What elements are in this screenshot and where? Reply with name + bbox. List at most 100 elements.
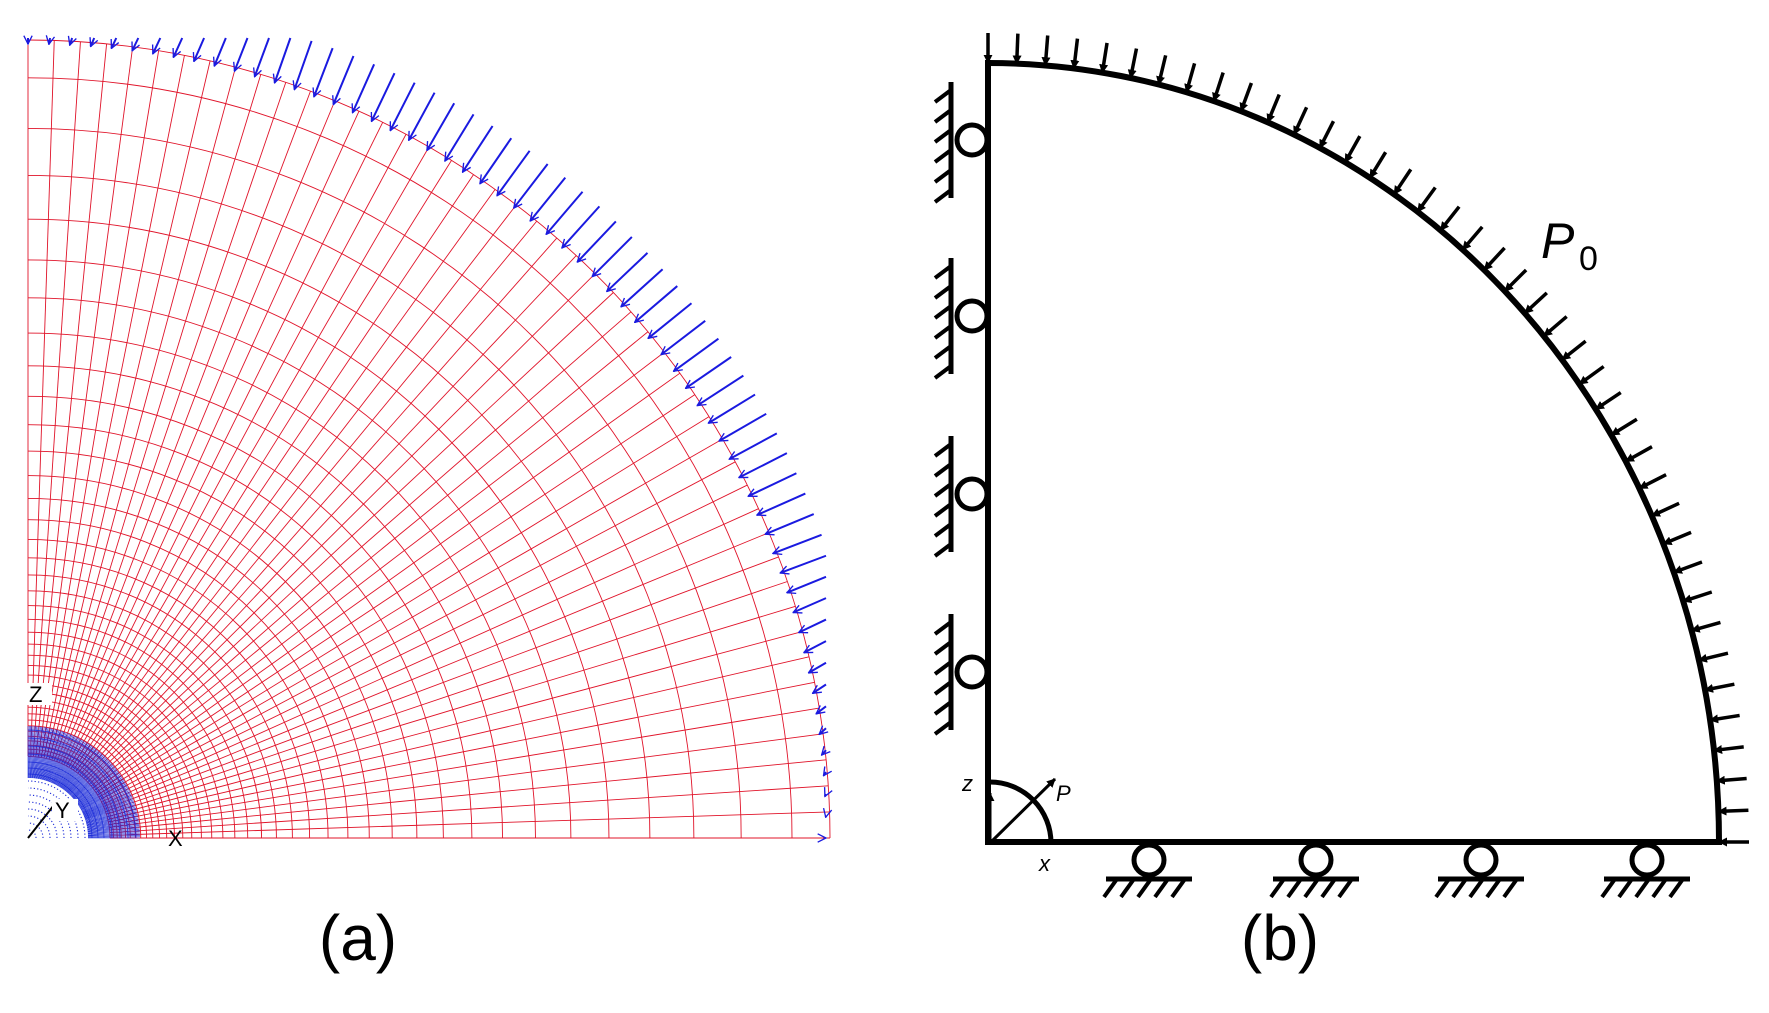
mesh-dense-line [67, 754, 103, 794]
roller-hatch [933, 148, 953, 164]
mesh-radial-line [40, 50, 160, 758]
pressure-subscript: 0 [1579, 240, 1598, 278]
roller-hatch [1634, 877, 1651, 899]
mesh-dense-line [76, 772, 120, 804]
mesh-dense-line [43, 729, 57, 781]
pressure-arrow [1697, 651, 1729, 663]
mesh-dense-line [87, 830, 140, 835]
load-arrow [275, 37, 292, 83]
mesh-arc-line [27, 557, 311, 839]
pressure-arrows [983, 33, 1749, 847]
mesh-dense-line [45, 731, 62, 781]
mesh-dense-line [48, 733, 68, 782]
mesh-radial-line [38, 46, 134, 757]
pressure-arrow [1292, 106, 1309, 136]
roller-hatch [933, 660, 953, 676]
mesh-dense-line [80, 782, 126, 809]
mesh-arc-line [27, 706, 160, 839]
pressure-arrow [1239, 82, 1254, 112]
load-arrow [444, 113, 475, 161]
pressure-arrow [1482, 246, 1506, 272]
mesh-dense-line [40, 728, 52, 780]
mesh-dense-line [80, 783, 127, 810]
load-arrow [708, 393, 756, 424]
load-arrow [648, 302, 693, 338]
x-axis-label: x [1038, 851, 1051, 876]
mesh-arc-line [27, 643, 224, 839]
mesh-radial-line [79, 220, 538, 775]
mesh-dense-line [39, 728, 51, 780]
mesh-radial-line [104, 556, 779, 810]
mesh-dense-line [55, 738, 81, 785]
mesh-dense-line [64, 748, 97, 791]
mesh-dense-arc [27, 761, 105, 839]
mesh-arc-line [27, 713, 154, 839]
mesh-dense-line [31, 726, 35, 779]
roller-hatch [1102, 877, 1119, 899]
roller-hatch [933, 620, 953, 636]
mesh-arc-line [27, 699, 168, 839]
roller-circle [1131, 842, 1167, 878]
mesh-arc-line [27, 424, 444, 839]
roller-hatch [933, 700, 953, 716]
mesh-refined-region [27, 726, 140, 839]
mesh-arc-line [27, 691, 175, 839]
mesh-dense-line [54, 738, 80, 785]
load-arrow [780, 554, 827, 573]
load-arrow [813, 683, 827, 695]
mesh-dense-line [50, 733, 70, 783]
mesh-dense-line [86, 815, 138, 827]
mesh-dense-line [87, 831, 140, 835]
load-arrow [824, 772, 826, 776]
mesh-dense-line [87, 836, 140, 838]
mesh-radial-line [100, 461, 736, 800]
mesh-dense-arc [27, 737, 129, 839]
mesh-dense-line [51, 735, 74, 784]
mesh-arc-line [27, 259, 610, 839]
panel-b-schematic: z P x P 0 (b) [933, 33, 1749, 974]
mesh-dense-line [86, 816, 139, 827]
hole-dotted-arc [27, 829, 37, 839]
mesh-dense-line [78, 778, 123, 807]
roller-circle [1629, 842, 1665, 878]
mesh-arc-line [27, 365, 503, 839]
load-arrow [804, 640, 827, 654]
mesh-radial-line [108, 681, 815, 823]
pressure-arrow [1578, 365, 1605, 386]
roller-hatch [933, 720, 953, 736]
load-arrow [514, 163, 549, 208]
mesh-dense-line [87, 823, 140, 831]
mesh-arc-line [27, 654, 213, 839]
roller-hatch [1119, 877, 1136, 899]
roller-hatch [1320, 877, 1337, 899]
mesh-radial-line [77, 204, 517, 774]
mesh-arc-line [27, 77, 793, 839]
mesh-dense-line [56, 739, 83, 786]
load-arrow [757, 492, 806, 516]
mesh-dense-line [66, 752, 101, 793]
load-arrow [530, 177, 567, 221]
mesh-radial-line [81, 237, 558, 777]
mesh-arc-line [27, 475, 393, 839]
mesh-dense-arc [27, 753, 113, 839]
roller-hatch [1136, 877, 1153, 899]
mesh-radial-line [95, 394, 696, 793]
pressure-arrow [1717, 806, 1749, 816]
mesh-radial-line [94, 372, 681, 791]
mesh-dense-line [87, 832, 140, 836]
mesh-dense-line [38, 727, 49, 780]
load-arrow [562, 205, 601, 248]
mesh-dense-line [72, 763, 112, 799]
mesh-radial-line [30, 40, 55, 757]
mesh-dense-line [79, 781, 125, 809]
mesh-dense-line [82, 790, 130, 813]
roller-hatch [933, 542, 953, 558]
caption-b: (b) [1241, 902, 1319, 974]
roller-hatch [1617, 877, 1634, 899]
mesh-dense-line [86, 817, 139, 828]
hole-dotted-arc [27, 822, 44, 839]
mesh-dense-line [35, 726, 43, 779]
roller-circle [1463, 842, 1499, 878]
mesh-dense-line [64, 749, 98, 791]
